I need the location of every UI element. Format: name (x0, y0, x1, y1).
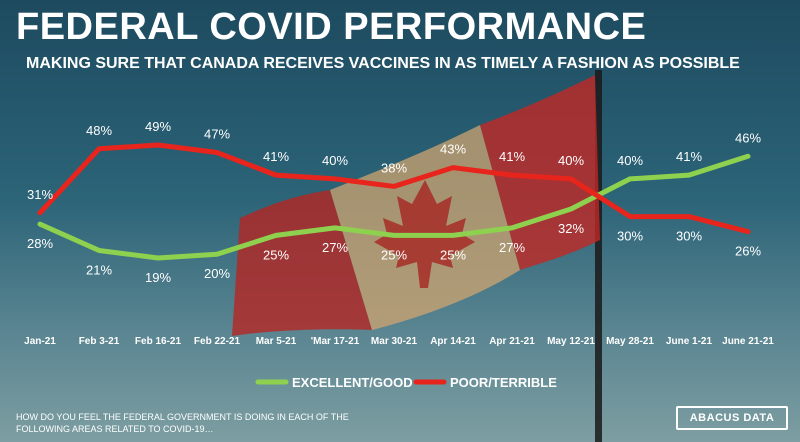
data-label-excellent-good-9: 32% (558, 221, 584, 236)
data-label-poor-terrible-5: 40% (322, 153, 348, 168)
data-label-poor-terrible-3: 47% (204, 127, 230, 142)
series-line-excellent-good (37, 153, 751, 261)
data-label-poor-terrible-10: 30% (617, 229, 643, 244)
data-label-excellent-good-1: 21% (86, 262, 112, 277)
x-tick-label-11: June 1-21 (666, 336, 713, 347)
series-line-poor-terrible (37, 142, 751, 235)
data-label-poor-terrible-11: 30% (676, 229, 702, 244)
x-tick-label-7: Apr 14-21 (430, 336, 476, 347)
legend-label-excellent-good: EXCELLENT/GOOD (292, 375, 413, 390)
x-tick-label-10: May 28-21 (606, 336, 654, 347)
data-label-poor-terrible-4: 41% (263, 149, 289, 164)
page-subtitle: MAKING SURE THAT CANADA RECEIVES VACCINE… (26, 55, 740, 72)
data-label-excellent-good-2: 19% (145, 270, 171, 285)
x-tick-label-5: 'Mar 17-21 (311, 336, 360, 347)
x-tick-label-1: Feb 3-21 (79, 336, 120, 347)
data-label-poor-terrible-6: 38% (381, 160, 407, 175)
data-label-excellent-good-8: 27% (499, 240, 525, 255)
flag-right-band (480, 75, 600, 270)
brand-logo: ABACUS DATA (676, 406, 788, 430)
page-title: FEDERAL COVID PERFORMANCE (16, 6, 647, 48)
data-label-poor-terrible-7: 43% (440, 142, 466, 157)
data-label-poor-terrible-1: 48% (86, 123, 112, 138)
x-tick-label-6: Mar 30-21 (371, 336, 418, 347)
data-label-excellent-good-0: 28% (27, 236, 53, 251)
data-label-excellent-good-5: 27% (322, 240, 348, 255)
x-tick-label-3: Feb 22-21 (194, 336, 241, 347)
data-label-excellent-good-4: 25% (263, 247, 289, 262)
x-tick-label-12: June 21-21 (722, 336, 774, 347)
flagpole (595, 70, 602, 442)
x-tick-label-4: Mar 5-21 (256, 336, 297, 347)
footnote: HOW DO YOU FEEL THE FEDERAL GOVERNMENT I… (16, 412, 349, 434)
data-label-poor-terrible-2: 49% (145, 119, 171, 134)
x-tick-label-2: Feb 16-21 (135, 336, 182, 347)
data-label-excellent-good-3: 20% (204, 266, 230, 281)
x-tick-label-9: May 12-21 (547, 336, 595, 347)
data-label-poor-terrible-9: 40% (558, 153, 584, 168)
x-tick-label-8: Apr 21-21 (489, 336, 535, 347)
data-label-poor-terrible-8: 41% (499, 149, 525, 164)
x-tick-label-0: Jan-21 (24, 336, 56, 347)
data-label-poor-terrible-12: 26% (735, 244, 761, 259)
data-label-excellent-good-11: 41% (676, 149, 702, 164)
data-label-poor-terrible-0: 31% (27, 187, 53, 202)
legend: EXCELLENT/GOOD POOR/TERRIBLE (255, 375, 557, 390)
legend-label-poor-terrible: POOR/TERRIBLE (450, 375, 557, 390)
data-label-excellent-good-10: 40% (617, 153, 643, 168)
data-label-excellent-good-6: 25% (381, 247, 407, 262)
data-label-excellent-good-12: 46% (735, 130, 761, 145)
data-label-excellent-good-7: 25% (440, 247, 466, 262)
